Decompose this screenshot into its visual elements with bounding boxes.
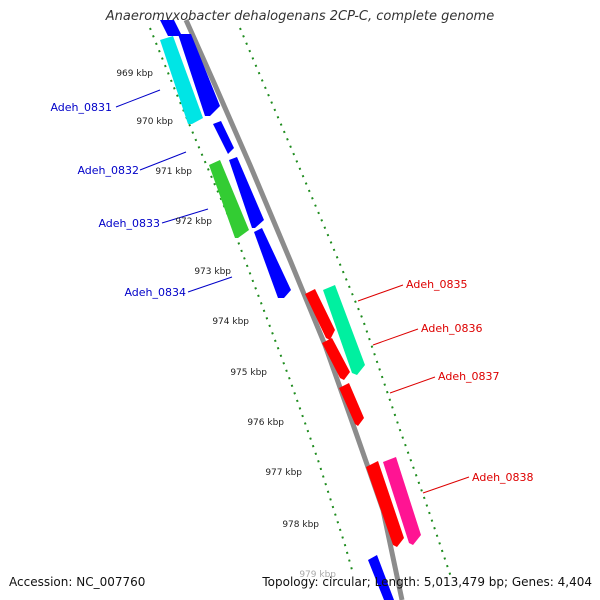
kbp-tick-label: 974 kbp <box>212 317 249 327</box>
gene-arrow-pink[interactable] <box>383 457 421 545</box>
gene-arrow-blue[interactable] <box>213 121 234 154</box>
gene-arrow-blue[interactable] <box>229 157 264 228</box>
gene-arrow-green[interactable] <box>209 160 249 238</box>
gene-arrow-red[interactable] <box>366 461 404 547</box>
gene-arrow-blue[interactable] <box>254 228 291 298</box>
gene-label-left[interactable]: Adeh_0832 <box>77 164 139 177</box>
gene-label-right[interactable]: Adeh_0836 <box>421 322 483 335</box>
kbp-tick-label: 977 kbp <box>265 468 302 478</box>
label-leader <box>115 89 161 108</box>
kbp-tick-label: 978 kbp <box>282 520 319 530</box>
gene-arrow-blue[interactable] <box>368 555 394 600</box>
label-leader <box>372 328 419 346</box>
kbp-tick-label: 971 kbp <box>155 167 192 177</box>
label-leader <box>187 276 233 293</box>
gene-label-right[interactable]: Adeh_0835 <box>406 278 468 291</box>
gene-arrow-blue[interactable] <box>178 34 220 116</box>
gene-arrow-red[interactable] <box>322 338 350 380</box>
label-leader <box>389 376 436 394</box>
label-leader <box>161 208 209 224</box>
gene-label-right[interactable]: Adeh_0838 <box>472 471 534 484</box>
gene-label-left[interactable]: Adeh_0834 <box>124 286 186 299</box>
genome-summary: Topology: circular; Length: 5,013,479 bp… <box>262 575 592 589</box>
gene-arrow-mint[interactable] <box>323 285 365 375</box>
gene-label-left[interactable]: Adeh_0833 <box>98 217 160 230</box>
label-leader <box>139 151 187 171</box>
kbp-tick-label: 979 kbp <box>299 570 336 580</box>
genome-title: Anaeromyxobacter dehalogenans 2CP-C, com… <box>105 9 495 24</box>
kbp-tick-label: 972 kbp <box>175 217 212 227</box>
gene-label-left[interactable]: Adeh_0831 <box>50 101 112 114</box>
gene-label-right[interactable]: Adeh_0837 <box>438 370 500 383</box>
label-leader <box>357 284 404 302</box>
accession-label: Accession: NC_007760 <box>9 575 146 589</box>
kbp-tick-label: 976 kbp <box>247 418 284 428</box>
kbp-tick-label: 975 kbp <box>230 368 267 378</box>
gene-arrow-red[interactable] <box>305 289 335 340</box>
right-track-boundary <box>239 27 453 581</box>
kbp-tick-label: 973 kbp <box>194 267 231 277</box>
tick-axis <box>149 27 353 571</box>
gene-arrow-red[interactable] <box>339 383 364 426</box>
kbp-tick-label: 970 kbp <box>136 117 173 127</box>
label-leader <box>422 476 470 494</box>
gene-arrow-blue[interactable] <box>160 20 182 36</box>
kbp-tick-label: 969 kbp <box>116 69 153 79</box>
gene-arrow-cyan[interactable] <box>160 36 203 124</box>
